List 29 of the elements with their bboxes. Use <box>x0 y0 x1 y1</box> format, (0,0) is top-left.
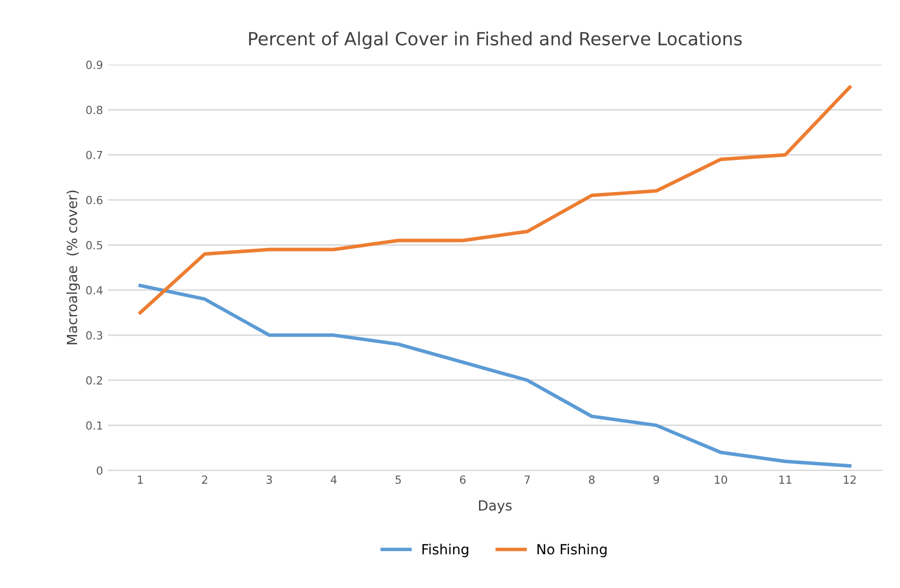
y-tick-label: 0.1 <box>86 421 102 430</box>
x-tick-label: 9 <box>653 475 660 484</box>
x-tick-label: 11 <box>779 476 792 484</box>
y-tick-label: 0.3 <box>86 331 102 340</box>
x-tick-label: 5 <box>396 476 401 484</box>
x-tick-label: 7 <box>524 476 530 484</box>
x-tick-label: 4 <box>330 476 337 484</box>
x-tick-label: 10 <box>714 475 728 484</box>
line-series <box>138 85 852 314</box>
x-tick-label: 8 <box>588 475 595 484</box>
y-tick-label: 0.7 <box>86 150 102 160</box>
y-tick-label: 0 <box>96 466 102 475</box>
legend-label: No Fishing <box>537 544 607 558</box>
y-axis-title: Macroalgae (% cover) <box>66 190 80 344</box>
y-tick-label: 0.6 <box>86 196 102 204</box>
y-tick-label: 0.5 <box>86 240 102 250</box>
y-tick-label: 0.8 <box>86 106 102 114</box>
x-axis-title: Days <box>479 500 512 514</box>
x-tick-label: 3 <box>266 475 272 484</box>
y-tick-label: 0.2 <box>86 376 102 385</box>
x-tick-label: 2 <box>202 475 208 484</box>
chart-title: Percent of Algal Cover in Fished and Reserve Locations <box>249 32 742 49</box>
y-tick-label: 0.4 <box>86 286 103 294</box>
x-tick-label: 6 <box>460 475 466 484</box>
line-series <box>138 284 852 468</box>
x-tick-label: 1 <box>138 476 143 484</box>
x-tick-label: 12 <box>844 475 856 484</box>
y-tick-label: 0.9 <box>86 60 102 70</box>
legend-label: Fishing <box>422 544 468 558</box>
